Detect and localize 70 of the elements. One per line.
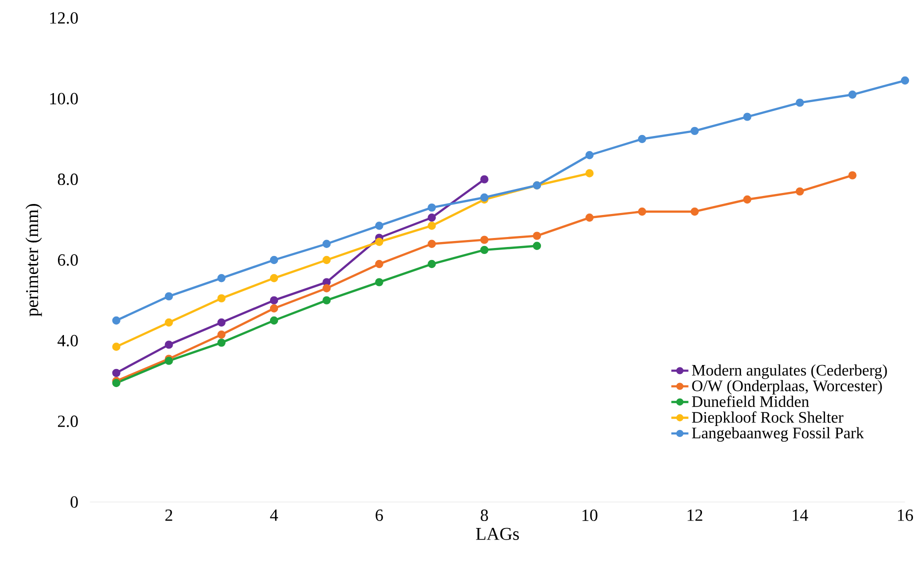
point [375, 222, 384, 230]
point [480, 236, 488, 244]
x-tick-label: 8 [480, 510, 488, 522]
legend-label: Modern angulates (Cederberg) [692, 364, 887, 379]
point [270, 296, 278, 304]
y-tick-label: 4.0 [58, 334, 78, 346]
legend-label: O/W (Onderplaas, Worcester) [692, 380, 882, 394]
point [848, 90, 857, 99]
x-tick-label: 12 [688, 510, 702, 521]
point [164, 340, 173, 349]
x-tick-label: 6 [376, 510, 383, 521]
point [428, 240, 436, 248]
point [164, 292, 173, 300]
point [375, 238, 384, 246]
x-axis-title: LAGs [476, 528, 519, 540]
legend-label: Dunefield Midden [692, 396, 810, 408]
point [375, 260, 384, 268]
point [900, 76, 910, 85]
point [480, 246, 488, 254]
point [796, 98, 804, 107]
point [638, 134, 646, 144]
y-tick-label: 2.0 [58, 416, 78, 428]
point [322, 240, 331, 248]
point [428, 260, 436, 268]
point [848, 171, 857, 180]
point [217, 318, 226, 327]
point [112, 316, 120, 325]
y-tick-label: 0 [70, 496, 78, 508]
y-tick-label: 10.0 [50, 92, 78, 104]
point [270, 316, 278, 325]
point [322, 296, 331, 304]
point [375, 278, 384, 286]
point [480, 175, 488, 184]
point [217, 274, 226, 282]
point [322, 284, 331, 292]
point [322, 256, 331, 264]
point [217, 330, 226, 339]
point [217, 338, 226, 347]
y-tick-label: 6.0 [58, 254, 78, 266]
point [428, 214, 436, 222]
point [690, 126, 699, 136]
x-tick-label: 16 [898, 510, 913, 521]
x-tick-label: 10 [582, 510, 598, 522]
y-axis-title: perimeter (mm) [26, 204, 42, 316]
y-tick-label: 8.0 [58, 174, 78, 186]
point [270, 304, 278, 312]
point [270, 256, 278, 264]
point [638, 208, 646, 216]
point [532, 232, 542, 240]
x-tick-label: 14 [792, 510, 808, 521]
point [743, 112, 752, 121]
point [585, 151, 594, 160]
point [585, 169, 594, 178]
legend-label: Langebaanweg Fossil Park [692, 427, 864, 442]
point [690, 208, 699, 216]
point [164, 318, 173, 327]
point [112, 342, 120, 351]
point [743, 195, 752, 204]
point [796, 187, 804, 196]
y-tick-label: 12.0 [50, 12, 78, 24]
legend-label: Diepkloof Rock Shelter [692, 411, 844, 426]
point [270, 274, 278, 282]
point [428, 203, 436, 212]
point [428, 222, 436, 230]
x-tick-label: 4 [270, 510, 278, 521]
x-tick-label: 2 [165, 510, 172, 521]
point [585, 214, 594, 222]
point [112, 368, 120, 378]
point [217, 294, 226, 302]
point [532, 242, 542, 250]
